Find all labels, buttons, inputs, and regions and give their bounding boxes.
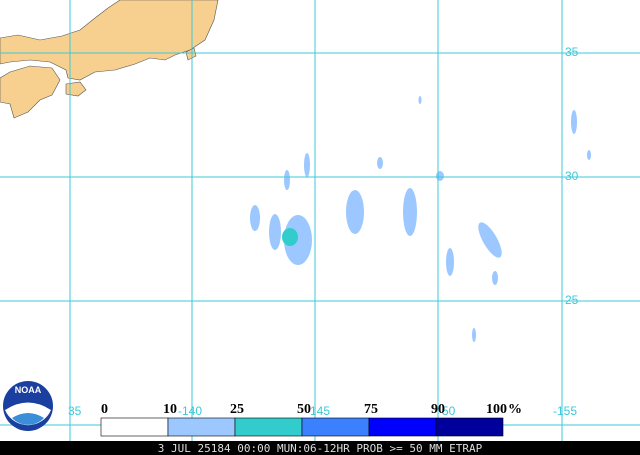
legend-label: 25 xyxy=(230,402,244,417)
footer-text: 3 JUL 25184 00:00 MUN:06-12HR PROB >= 50… xyxy=(158,442,483,455)
legend-label: 10 xyxy=(163,402,177,417)
lon-label: -140 xyxy=(178,404,202,418)
precip-areas xyxy=(250,96,591,342)
legend-swatch xyxy=(368,417,437,437)
lon-label: -155 xyxy=(553,404,577,418)
noaa-logo: NOAA xyxy=(3,381,53,431)
legend-swatch xyxy=(301,417,370,437)
legend-swatch xyxy=(167,417,236,437)
lat-label: 35 xyxy=(565,45,579,59)
legend-unit: % xyxy=(508,402,522,417)
legend-label: 75 xyxy=(364,402,378,417)
precip-core xyxy=(282,228,298,246)
legend-swatch xyxy=(100,417,169,437)
lat-label: 25 xyxy=(565,293,579,307)
legend-label: 100 xyxy=(486,402,507,417)
lon-label: 145 xyxy=(310,404,330,418)
legend-label: 50 xyxy=(297,402,311,417)
lon-label: 35 xyxy=(68,404,82,418)
lat-label: 30 xyxy=(565,169,579,183)
footer-bar xyxy=(0,441,640,455)
logo-text: NOAA xyxy=(15,385,42,395)
legend-swatch xyxy=(234,417,303,437)
legend-swatch xyxy=(435,417,504,437)
legend-label: 90 xyxy=(431,402,445,417)
land xyxy=(0,0,219,119)
lon-label: 50 xyxy=(442,404,456,418)
legend: 0 10 25 50 75 90 100 xyxy=(100,402,507,437)
legend-label: 0 xyxy=(101,402,108,417)
